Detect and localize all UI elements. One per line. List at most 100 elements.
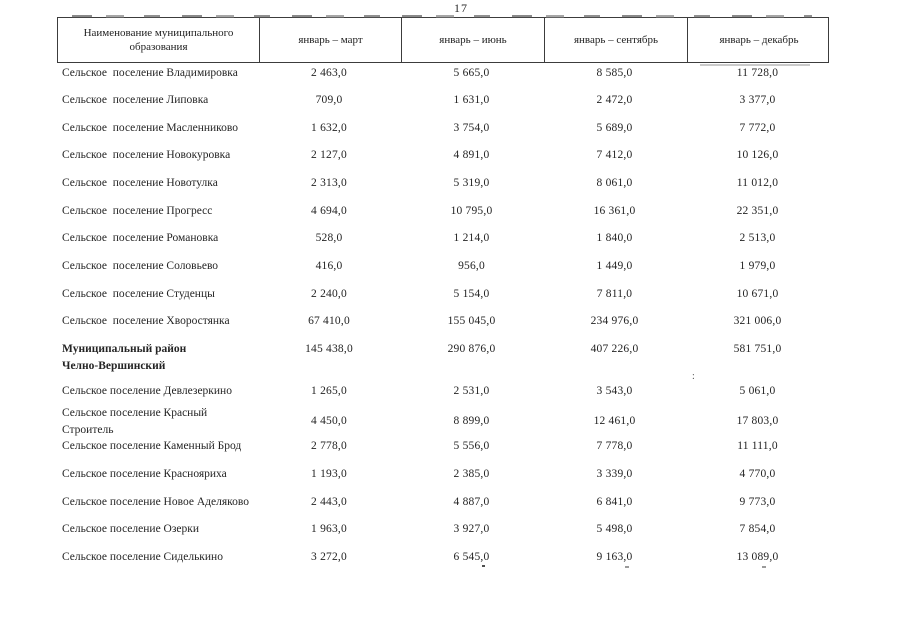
value-cell: 3 272,0 [311, 550, 347, 563]
municipality-name: Сельское поселение Соловьево [62, 260, 219, 273]
value-cell: 5 319,0 [453, 177, 490, 190]
value-cell: 1 214,0 [453, 232, 490, 245]
value-cell: 3 377,0 [739, 94, 776, 107]
value-cell: 3 339,0 [596, 467, 633, 480]
value-cell: 10 795,0 [450, 204, 493, 217]
value-cell: 22 351,0 [736, 204, 779, 217]
value-cell: 2 463,0 [311, 66, 347, 79]
value-cell: 2 472,0 [596, 94, 633, 107]
column-header-municipality: Наименование муниципального образования [83, 27, 234, 53]
table-row: Сельское поселение Девлезеркино 1 265,0 2 … [57, 377, 829, 405]
value-cell: 407 226,0 [590, 343, 639, 356]
value-cell: 8 061,0 [596, 177, 633, 190]
table-row: Сельское поселение Владимировка 2 463,0 5 … [57, 59, 829, 87]
table-row: Сельское поселение Новое Аделяково 2 443,… [57, 488, 829, 516]
value-cell: 10 671,0 [736, 287, 779, 300]
table-row: Сельское поселение Сиделькино 3 272,0 6 54… [57, 543, 829, 571]
value-cell: 5 689,0 [596, 121, 633, 134]
municipality-name: Сельское поселение Романовка [62, 232, 219, 245]
page-number: 17 [454, 1, 468, 15]
table-row: Сельское поселение Новокуровка 2 127,0 4 8… [57, 142, 829, 170]
value-cell: 5 498,0 [596, 523, 633, 536]
municipality-name: Сельское поселение Каменный Брод [62, 440, 242, 453]
scan-speck [625, 566, 629, 568]
municipality-name: Сельское поселение Масленниково [62, 121, 239, 134]
value-cell: 234 976,0 [590, 315, 639, 328]
municipality-name: Сельское поселение Новотулка [62, 177, 218, 190]
value-cell: 8 585,0 [596, 66, 633, 79]
value-cell: 7 778,0 [596, 440, 633, 453]
value-cell: 3 754,0 [453, 121, 490, 134]
value-cell: 2 240,0 [311, 287, 347, 300]
table-row: Сельское поселение Красный Строитель 4 45… [57, 405, 829, 436]
table-row: Сельское поселение Соловьево 416,0 956,0 1 … [57, 252, 829, 280]
value-cell: 2 513,0 [739, 232, 776, 245]
table-row: Сельское поселение Романовка 528,0 1 214,0… [57, 225, 829, 253]
municipality-name: Сельское поселение Липовка [62, 94, 209, 107]
value-cell: 416,0 [315, 260, 343, 273]
table-row: Сельское поселение Новотулка 2 313,0 5 319… [57, 170, 829, 198]
value-cell: 1 265,0 [311, 384, 347, 397]
budget-table: Наименование муниципального образования … [57, 15, 830, 571]
scan-speck [482, 565, 485, 567]
value-cell: 9 163,0 [596, 550, 633, 563]
scan-artifact-colon: : [692, 371, 695, 382]
value-cell: 1 631,0 [453, 94, 490, 107]
scan-speck [762, 566, 766, 568]
value-cell: 290 876,0 [447, 343, 496, 356]
value-cell: 16 361,0 [593, 204, 636, 217]
value-cell: 2 443,0 [311, 495, 347, 508]
value-cell: 7 412,0 [596, 149, 633, 162]
column-header-jan-jun: январь – июнь [401, 18, 544, 62]
column-header-jan-mar: январь – март [259, 18, 401, 62]
table-row: Муниципальный район Челно-Вершинский 145 … [57, 335, 829, 377]
municipality-name: Сельское поселение Сиделькино [62, 550, 223, 563]
value-cell: 10 126,0 [736, 149, 779, 162]
value-cell: 6 841,0 [596, 495, 633, 508]
value-cell: 7 772,0 [739, 121, 776, 134]
value-cell: 3 543,0 [596, 384, 633, 397]
value-cell: 155 045,0 [447, 315, 496, 328]
municipality-name: Сельское поселение Красный Строитель [62, 407, 211, 436]
value-cell: 5 556,0 [453, 440, 490, 453]
municipality-name: Сельское поселение Прогресс [62, 204, 213, 217]
table-row: Сельское поселение Студенцы 2 240,0 5 154,… [57, 280, 829, 308]
value-cell: 2 778,0 [311, 440, 347, 453]
value-cell: 2 531,0 [453, 384, 490, 397]
municipality-name: Сельское поселение Хворостянка [62, 315, 230, 328]
value-cell: 581 751,0 [733, 343, 782, 356]
municipality-name: Сельское поселение Новое Аделяково [62, 495, 249, 508]
value-cell: 956,0 [458, 260, 485, 273]
value-cell: 8 899,0 [453, 415, 490, 428]
value-cell: 3 927,0 [453, 523, 490, 536]
value-cell: 4 450,0 [311, 415, 347, 428]
table-row: Сельское поселение Каменный Брод 2 778,0 5… [57, 433, 829, 461]
value-cell: 2 127,0 [311, 149, 347, 162]
table-row: Сельское поселение Хворостянка 67 410,0 15… [57, 308, 829, 336]
table-row: Сельское поселение Озерки 1 963,0 3 927,0 5… [57, 516, 829, 544]
value-cell: 2 385,0 [453, 467, 490, 480]
value-cell: 1 632,0 [311, 121, 347, 134]
municipality-name: Сельское поселение Новокуровка [62, 149, 231, 162]
table-row: Сельское поселение Краснояриха 1 193,0 2 3… [57, 460, 829, 488]
value-cell: 1 449,0 [596, 260, 633, 273]
value-cell: 4 887,0 [453, 495, 490, 508]
table-body: Сельское поселение Владимировка 2 463,0 5 … [57, 59, 829, 571]
municipality-name: Сельское поселение Озерки [62, 523, 199, 536]
scan-smudge [72, 15, 812, 18]
value-cell: 12 461,0 [593, 415, 636, 428]
column-header-jan-dec: январь – декабрь [687, 18, 830, 62]
value-cell: 1 840,0 [596, 232, 633, 245]
value-cell: 13 089,0 [736, 550, 779, 563]
value-cell: 9 773,0 [739, 495, 776, 508]
value-cell: 2 313,0 [311, 177, 347, 190]
value-cell: 11 111,0 [737, 440, 778, 453]
value-cell: 528,0 [315, 232, 343, 245]
value-cell: 7 811,0 [596, 287, 633, 300]
value-cell: 7 854,0 [739, 523, 776, 536]
value-cell: 11 728,0 [736, 66, 779, 79]
scan-smudge [700, 64, 810, 66]
value-cell: 4 694,0 [311, 204, 347, 217]
municipality-name: Сельское поселение Студенцы [62, 287, 215, 300]
table-row: Сельское поселение Масленниково 1 632,0 3 … [57, 114, 829, 142]
